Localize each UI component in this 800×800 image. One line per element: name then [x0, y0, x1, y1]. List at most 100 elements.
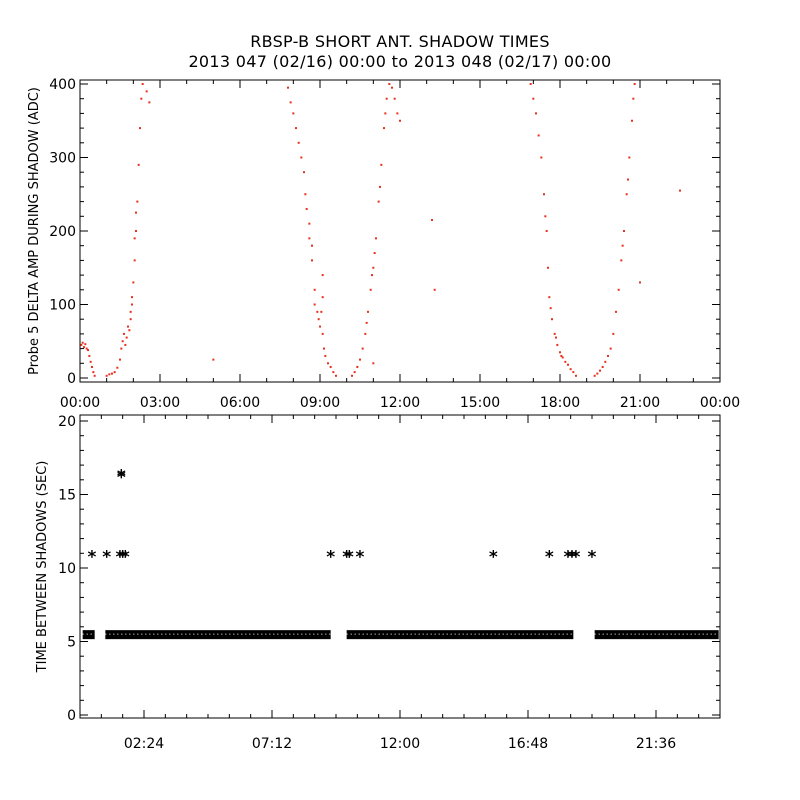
- data-point: [131, 296, 133, 299]
- data-point: [123, 332, 125, 335]
- data-point: [364, 332, 367, 335]
- data-point: [212, 358, 215, 361]
- data-point: [560, 354, 563, 357]
- data-point: [120, 347, 123, 350]
- data-point: [125, 336, 128, 339]
- data-point: [91, 365, 93, 368]
- data-point: [356, 365, 359, 368]
- data-point: [311, 259, 313, 262]
- y-tick-label: 100: [49, 298, 76, 314]
- data-point: [569, 368, 572, 371]
- data-point-asterisk: *: [489, 547, 498, 567]
- data-point: [540, 156, 543, 159]
- data-point: [391, 86, 393, 89]
- x-tick-label: 15:00: [460, 395, 500, 411]
- data-point: [127, 325, 129, 328]
- chart-title: RBSP-B SHORT ANT. SHADOW TIMES: [250, 32, 550, 51]
- data-point: [324, 354, 327, 357]
- data-point-asterisk: *: [564, 547, 573, 567]
- data-point: [83, 346, 85, 349]
- data-point: [137, 163, 140, 166]
- baseline-band: [594, 630, 719, 640]
- data-point: [295, 127, 297, 130]
- data-point: [135, 230, 137, 232]
- data-point: [128, 329, 131, 332]
- data-point: [129, 310, 132, 313]
- data-point: [292, 112, 295, 115]
- data-point: [141, 83, 144, 85]
- data-point: [81, 341, 84, 344]
- data-point: [321, 296, 324, 299]
- data-point: [80, 343, 83, 346]
- data-point: [377, 200, 380, 203]
- data-point-asterisk: *: [545, 547, 554, 567]
- data-point: [639, 281, 641, 284]
- data-point: [385, 97, 388, 100]
- data-point: [119, 358, 121, 361]
- data-point: [632, 97, 635, 100]
- data-point: [313, 303, 316, 306]
- data-point: [329, 365, 332, 368]
- data-point: [627, 178, 629, 181]
- data-point: [289, 101, 292, 104]
- data-point: [93, 374, 96, 377]
- data-point: [369, 288, 372, 291]
- data-point: [547, 266, 549, 269]
- data-point: [297, 141, 300, 144]
- data-point: [335, 374, 337, 377]
- data-point: [320, 310, 323, 313]
- x-tick-label: 16:48: [508, 736, 548, 752]
- data-point: [319, 325, 321, 328]
- data-point: [88, 354, 91, 357]
- data-point: [287, 86, 289, 89]
- data-point: [367, 310, 369, 313]
- data-point: [304, 193, 307, 196]
- data-point: [92, 371, 95, 374]
- y-tick-label: 400: [49, 77, 76, 93]
- data-point-asterisk: *: [117, 466, 126, 486]
- data-point: [351, 374, 353, 377]
- data-point: [612, 332, 615, 335]
- y-tick-label: 300: [49, 151, 76, 167]
- data-point: [633, 83, 636, 85]
- data-point: [136, 200, 139, 203]
- data-point: [361, 347, 364, 350]
- data-point: [111, 372, 113, 375]
- data-point: [380, 163, 383, 166]
- y-tick-label: 5: [67, 635, 76, 651]
- data-point: [89, 360, 92, 363]
- data-point: [593, 374, 596, 377]
- y-tick-label: 20: [58, 414, 76, 430]
- data-point: [567, 363, 569, 366]
- data-point: [124, 343, 127, 346]
- data-point: [532, 97, 535, 100]
- data-point: [545, 230, 548, 232]
- data-point: [372, 266, 375, 269]
- data-point: [372, 362, 375, 365]
- data-point: [621, 244, 624, 247]
- data-point-asterisk: *: [326, 547, 335, 567]
- data-point: [300, 156, 303, 159]
- data-point: [628, 156, 631, 159]
- data-point: [321, 332, 324, 335]
- y-tick-label: 200: [49, 224, 76, 240]
- data-point-asterisk: *: [342, 547, 351, 567]
- y-tick-label: 0: [67, 708, 76, 724]
- bottom-plot-frame: [79, 414, 721, 719]
- x-tick-label: 12:00: [380, 736, 420, 752]
- data-point-asterisk: *: [118, 547, 127, 567]
- data-point: [303, 171, 305, 174]
- x-tick-label: 21:36: [636, 736, 676, 752]
- data-point: [575, 374, 577, 377]
- data-point: [316, 310, 319, 313]
- data-point: [609, 347, 612, 350]
- data-point: [108, 373, 111, 376]
- data-point: [561, 356, 564, 359]
- data-point: [631, 119, 633, 122]
- data-point: [85, 347, 88, 350]
- data-point: [620, 259, 623, 262]
- data-point: [321, 274, 324, 277]
- data-point: [599, 369, 601, 372]
